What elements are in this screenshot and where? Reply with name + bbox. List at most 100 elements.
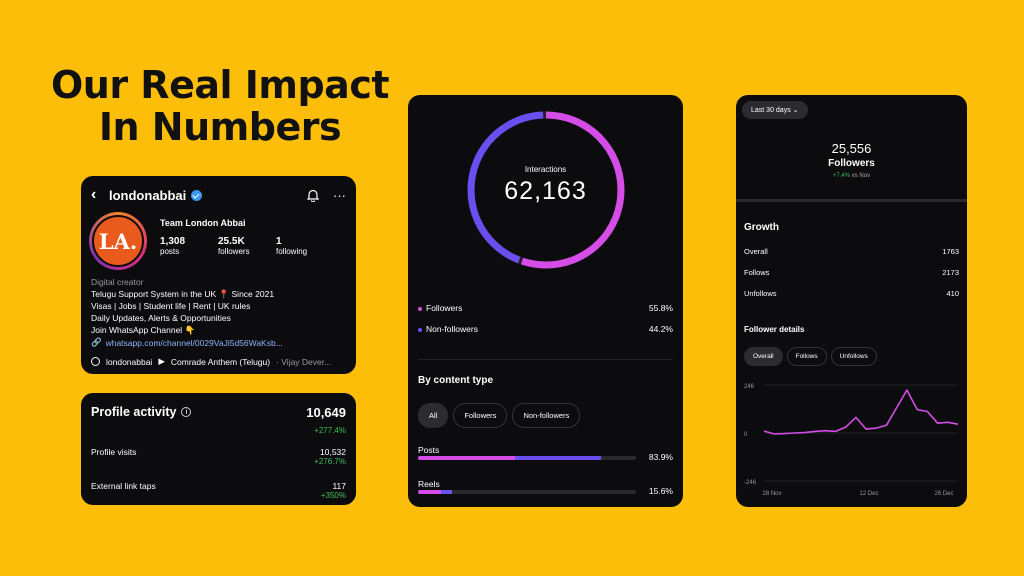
- interactions-label: Interactions: [524, 165, 567, 174]
- activity-title: Profile activity i: [91, 405, 192, 419]
- bar-pct: 83.9%: [648, 452, 673, 462]
- change-value: +7.4%: [832, 173, 851, 179]
- avatar-logo: LA.: [92, 215, 144, 267]
- activity-total-change: +277.4%: [314, 426, 346, 435]
- legend-pct: 55.8%: [648, 303, 673, 313]
- growth-label: Unfollows: [744, 289, 777, 298]
- bar-pct: 15.6%: [648, 486, 673, 496]
- bar-track: [418, 490, 636, 494]
- stat-value: 1: [276, 236, 282, 247]
- stat-following[interactable]: 1 following: [276, 236, 334, 256]
- activity-total-value: 10,649: [306, 405, 346, 420]
- follower-details-title: Follower details: [744, 325, 805, 334]
- display-name: Team London Abbai: [160, 218, 246, 228]
- growth-title: Growth: [744, 222, 779, 233]
- growth-label: Follows: [744, 268, 770, 277]
- profile-username: londonabbai: [109, 187, 187, 203]
- row-value: 10,532: [320, 447, 346, 457]
- date-range-dropdown[interactable]: Last 30 days ⌄: [742, 101, 808, 119]
- bio-line: Join WhatsApp Channel 👇: [91, 325, 196, 335]
- bar-seg-followers: [418, 490, 441, 494]
- activity-title-text: Profile activity: [91, 405, 177, 419]
- stat-label: following: [276, 247, 308, 256]
- y-tick-label: 246: [744, 384, 755, 390]
- growth-label: Overall: [744, 247, 768, 256]
- interactions-ring: [467, 111, 625, 269]
- activity-row-profile-visits[interactable]: Profile visits 10,532 +276.7%: [91, 447, 346, 466]
- chip-unfollows[interactable]: Unfollows: [830, 347, 877, 366]
- legend-nonfollowers: Non-followers 44.2%: [418, 324, 673, 334]
- y-tick-label: 0: [744, 432, 748, 438]
- profile-activity-card: Profile activity i 10,649 +277.4% Profil…: [81, 393, 356, 505]
- stat-value: 25.5K: [218, 236, 245, 247]
- bar-track: [418, 456, 636, 460]
- chip-all[interactable]: All: [418, 403, 449, 428]
- interactions-value: 62,163: [504, 177, 587, 205]
- x-tick-label: 26 Dec: [934, 491, 953, 497]
- legend-label: Followers: [426, 303, 463, 313]
- activity-row-link-taps[interactable]: External link taps 117 +350%: [91, 481, 346, 500]
- row-label: Profile visits: [91, 447, 137, 457]
- row-label: External link taps: [91, 481, 156, 491]
- link-icon: 🔗: [91, 337, 102, 347]
- legend-followers: Followers 55.8%: [418, 303, 673, 313]
- bio-role: Digital creator: [91, 277, 144, 287]
- headline-line-2: In Numbers: [98, 105, 342, 149]
- growth-row-overall: Overall 1763: [744, 247, 959, 256]
- y-tick-label: -246: [744, 480, 757, 486]
- profile-link[interactable]: 🔗 whatsapp.com/channel/0029VaJi5d56WaKsb…: [91, 337, 283, 348]
- legend-label: Non-followers: [426, 324, 478, 334]
- x-tick-label: 28 Nov: [762, 491, 781, 497]
- legend-dot: [418, 306, 422, 311]
- bar-reels: Reels 15.6%: [418, 474, 673, 496]
- ring-followers: [467, 111, 625, 269]
- growth-value: 2173: [942, 268, 959, 277]
- song-title[interactable]: Comrade Anthem (Telugu): [170, 356, 271, 367]
- growth-value: 1763: [942, 247, 959, 256]
- play-icon: ▶: [158, 356, 165, 366]
- stat-posts[interactable]: 1,308 posts: [160, 236, 218, 256]
- row-value: 117: [332, 481, 346, 491]
- stat-value: 1,308: [160, 236, 186, 247]
- bar-seg-nonfollowers: [440, 490, 452, 494]
- growth-row-follows: Follows 2173: [744, 268, 959, 277]
- info-icon[interactable]: i: [181, 407, 192, 417]
- growth-value: 410: [946, 289, 959, 298]
- legend-pct: 44.2%: [648, 324, 673, 334]
- bio-line: Visas | Jobs | Student life | Rent | UK …: [91, 301, 251, 311]
- threads-handle[interactable]: londonabbai: [106, 356, 153, 367]
- stat-label: followers: [218, 247, 250, 256]
- divider: [736, 199, 967, 202]
- follower-change: +7.4% vs Nov: [736, 173, 967, 179]
- stat-followers[interactable]: 25.5K followers: [218, 236, 276, 256]
- chip-nonfollowers[interactable]: Non-followers: [512, 403, 581, 428]
- headline: Our Real Impact In Numbers: [40, 64, 400, 148]
- activity-total: 10,649 +277.4%: [306, 405, 346, 438]
- bar-seg-followers: [418, 456, 515, 460]
- chip-follows[interactable]: Follows: [786, 347, 827, 366]
- profile-footer: londonabbai ▶ Comrade Anthem (Telugu) · …: [91, 356, 331, 367]
- headline-line-1: Our Real Impact: [50, 63, 390, 107]
- divider: [418, 359, 673, 360]
- interactions-card: Interactions 62,163 Followers 55.8% Non-…: [408, 95, 683, 507]
- ellipsis-icon[interactable]: ···: [333, 187, 346, 203]
- chip-overall[interactable]: Overall: [744, 347, 783, 366]
- row-change: +350%: [320, 491, 346, 500]
- profile-card: ‹ londonabbai ··· LA. Team London Abbai …: [81, 176, 356, 374]
- bar-seg-nonfollowers: [514, 456, 601, 460]
- content-type-title: By content type: [418, 375, 494, 386]
- chip-followers[interactable]: Followers: [453, 403, 508, 428]
- song-artist: · Vijay Dever...: [276, 356, 332, 367]
- profile-header: ‹ londonabbai ···: [91, 184, 346, 206]
- bell-icon[interactable]: [307, 189, 319, 202]
- profile-stats: 1,308 posts 25.5K followers 1 following: [160, 236, 334, 256]
- follower-details-filter: Overall Follows Unfollows: [744, 347, 877, 366]
- followers-card: Last 30 days ⌄ 25,556 Followers +7.4% vs…: [736, 95, 967, 507]
- chevron-left-icon[interactable]: ‹: [91, 186, 97, 203]
- legend-dot: [418, 327, 422, 332]
- avatar[interactable]: LA.: [89, 212, 147, 270]
- verified-icon: [191, 189, 203, 201]
- bio-line: Telugu Support System in the UK 📍 Since …: [91, 289, 275, 299]
- follower-label: Followers: [828, 158, 875, 169]
- content-type-filter: All Followers Non-followers: [418, 403, 581, 428]
